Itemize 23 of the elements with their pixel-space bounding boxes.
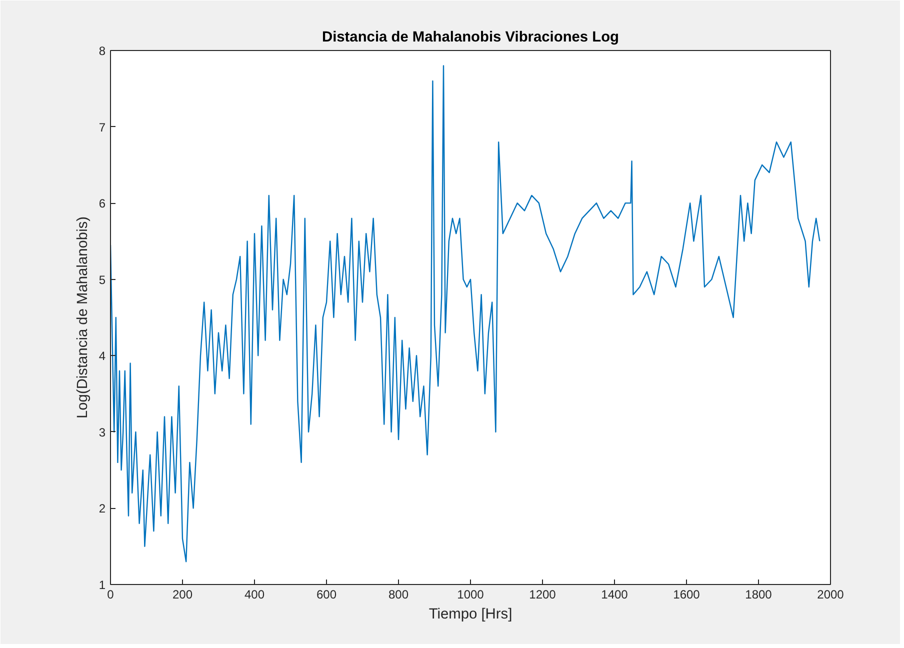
y-tick-label: 2: [98, 502, 106, 516]
y-tick-label: 1: [98, 578, 106, 592]
x-tick-label: 2000: [817, 588, 844, 602]
y-tick-label: 8: [98, 44, 106, 58]
y-tick-label: 5: [98, 272, 106, 287]
y-tick-label: 4: [98, 349, 106, 364]
x-tick-label: 1200: [529, 588, 556, 602]
x-tick-label: 200: [172, 588, 193, 602]
x-tick-label: 600: [316, 588, 337, 602]
x-tick-label: 800: [388, 588, 409, 602]
x-tick-label: 1000: [457, 588, 484, 602]
x-axis-title: Tiempo [Hrs]: [428, 606, 512, 622]
y-tick-label: 7: [98, 120, 106, 134]
chart-title: Distancia de Mahalanobis Vibraciones Log: [322, 30, 620, 46]
x-tick-label: 0: [107, 588, 114, 602]
line-series: [110, 65, 820, 562]
y-axis-title: Log(Distancia de Mahalanobis): [74, 216, 91, 419]
y-tick-label: 3: [98, 425, 106, 440]
x-tick-label: 1400: [601, 588, 628, 602]
x-tick-label: 400: [244, 588, 265, 602]
x-tick-label: 1600: [673, 588, 700, 602]
y-tick-label: 6: [98, 196, 106, 211]
x-tick-label: 1800: [745, 588, 772, 602]
